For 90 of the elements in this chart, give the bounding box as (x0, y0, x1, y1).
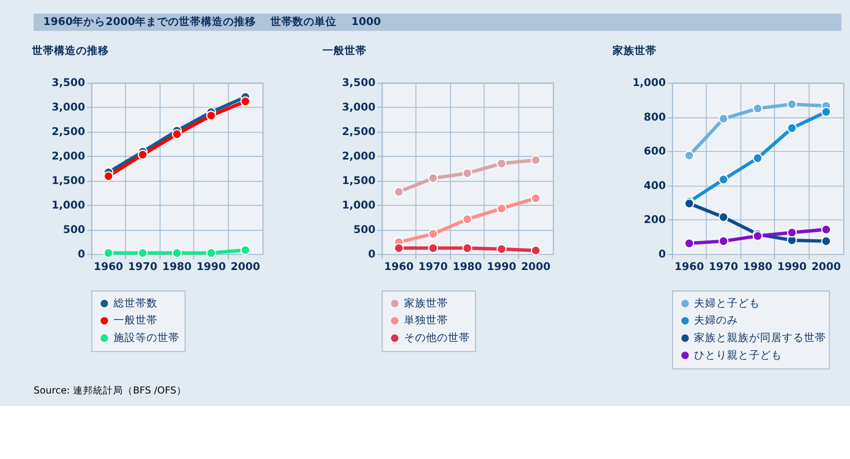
point (718, 236, 728, 246)
y-tick-label: 3,000 (342, 102, 376, 114)
x-tick-label: 2000 (811, 260, 841, 273)
x-tick-label: 1990 (196, 260, 226, 273)
legend-label: 家族世帯 (404, 296, 448, 310)
point (394, 243, 404, 254)
point (462, 168, 472, 178)
point (428, 243, 438, 254)
y-tick-label: 500 (353, 224, 376, 236)
y-tick-label: 1,500 (52, 174, 86, 187)
y-tick-label: 600 (644, 146, 666, 158)
chart-title: 世帯構造の推移 (30, 44, 109, 57)
legend-label: 家族と親族が同居する世帯 (694, 330, 826, 344)
legend-label: その他の世帯 (404, 330, 470, 344)
chart-title: 家族世帯 (612, 44, 657, 57)
point (752, 103, 763, 114)
y-tick-label: 400 (644, 180, 666, 192)
x-tick-label: 1980 (162, 260, 192, 273)
point (103, 171, 114, 182)
point (821, 224, 832, 234)
x-tick-label: 2000 (230, 260, 260, 273)
y-tick-label: 0 (368, 248, 376, 260)
y-tick-label: 800 (644, 111, 666, 124)
point (821, 106, 832, 117)
legend-label: 単独世帯 (404, 314, 448, 327)
point (786, 123, 797, 134)
legend-label: 夫婦と子ども (694, 296, 760, 310)
x-tick-label: 1970 (708, 260, 738, 273)
y-tick-label: 3,500 (52, 77, 86, 90)
y-tick-label: 1,000 (632, 77, 666, 90)
y-tick-label: 500 (63, 224, 86, 236)
y-tick-label: 2,500 (52, 126, 86, 138)
legend-label: ひとり親と子ども (694, 348, 782, 362)
point (428, 228, 438, 239)
point (172, 248, 182, 258)
point (684, 238, 694, 248)
y-tick-label: 1,000 (52, 199, 86, 212)
chart-title: 一般世帯 (322, 44, 366, 57)
point (138, 150, 148, 160)
source-note: Source: 連邦統計局（BFS /OFS） (34, 384, 186, 396)
legend-label: 夫婦のみ (694, 314, 738, 327)
y-tick-label: 2,500 (342, 126, 376, 138)
x-tick-label: 1990 (486, 260, 516, 273)
point (103, 248, 114, 258)
y-tick-label: 2,000 (52, 150, 86, 163)
x-tick-label: 2000 (521, 260, 550, 273)
point (752, 153, 763, 164)
point (496, 158, 507, 168)
point (206, 110, 216, 121)
y-tick-label: 3,500 (342, 77, 376, 90)
x-tick-label: 1980 (452, 260, 482, 273)
point (428, 173, 438, 184)
x-tick-label: 1960 (674, 260, 704, 273)
point (530, 155, 541, 166)
y-tick-label: 1,500 (342, 174, 376, 187)
legend-label: 一般世帯 (113, 314, 158, 327)
x-tick-label: 1990 (777, 260, 807, 273)
y-tick-label: 0 (78, 248, 86, 260)
x-tick-label: 1960 (384, 260, 414, 273)
point (786, 228, 797, 238)
x-tick-label: 1960 (94, 260, 124, 273)
point (718, 174, 728, 185)
point (206, 248, 216, 258)
point (138, 248, 148, 258)
point (684, 150, 694, 161)
y-tick-label: 1,000 (342, 199, 376, 212)
point (496, 203, 507, 214)
point (172, 129, 182, 140)
x-tick-label: 1980 (742, 260, 772, 273)
point (718, 212, 728, 222)
point (530, 246, 541, 256)
text: 1960年から2000年までの世帯構造の推移 世帯数の単位 1000 (43, 15, 381, 28)
y-tick-label: 2,000 (342, 150, 376, 163)
point (496, 244, 507, 254)
point (718, 114, 728, 124)
x-tick-label: 1970 (128, 260, 158, 273)
point (462, 243, 472, 254)
point (786, 99, 797, 110)
y-tick-label: 200 (644, 214, 666, 226)
legend-label: 総世帯数 (112, 296, 158, 310)
point (394, 186, 404, 197)
point (240, 245, 250, 256)
legend-label: 施設等の世帯 (113, 330, 180, 344)
y-tick-label: 3,000 (52, 102, 86, 114)
point (821, 236, 832, 246)
y-tick-label: 0 (658, 248, 666, 260)
x-tick-label: 1970 (418, 260, 448, 273)
point (462, 214, 472, 224)
point (530, 193, 541, 204)
point (240, 96, 250, 106)
